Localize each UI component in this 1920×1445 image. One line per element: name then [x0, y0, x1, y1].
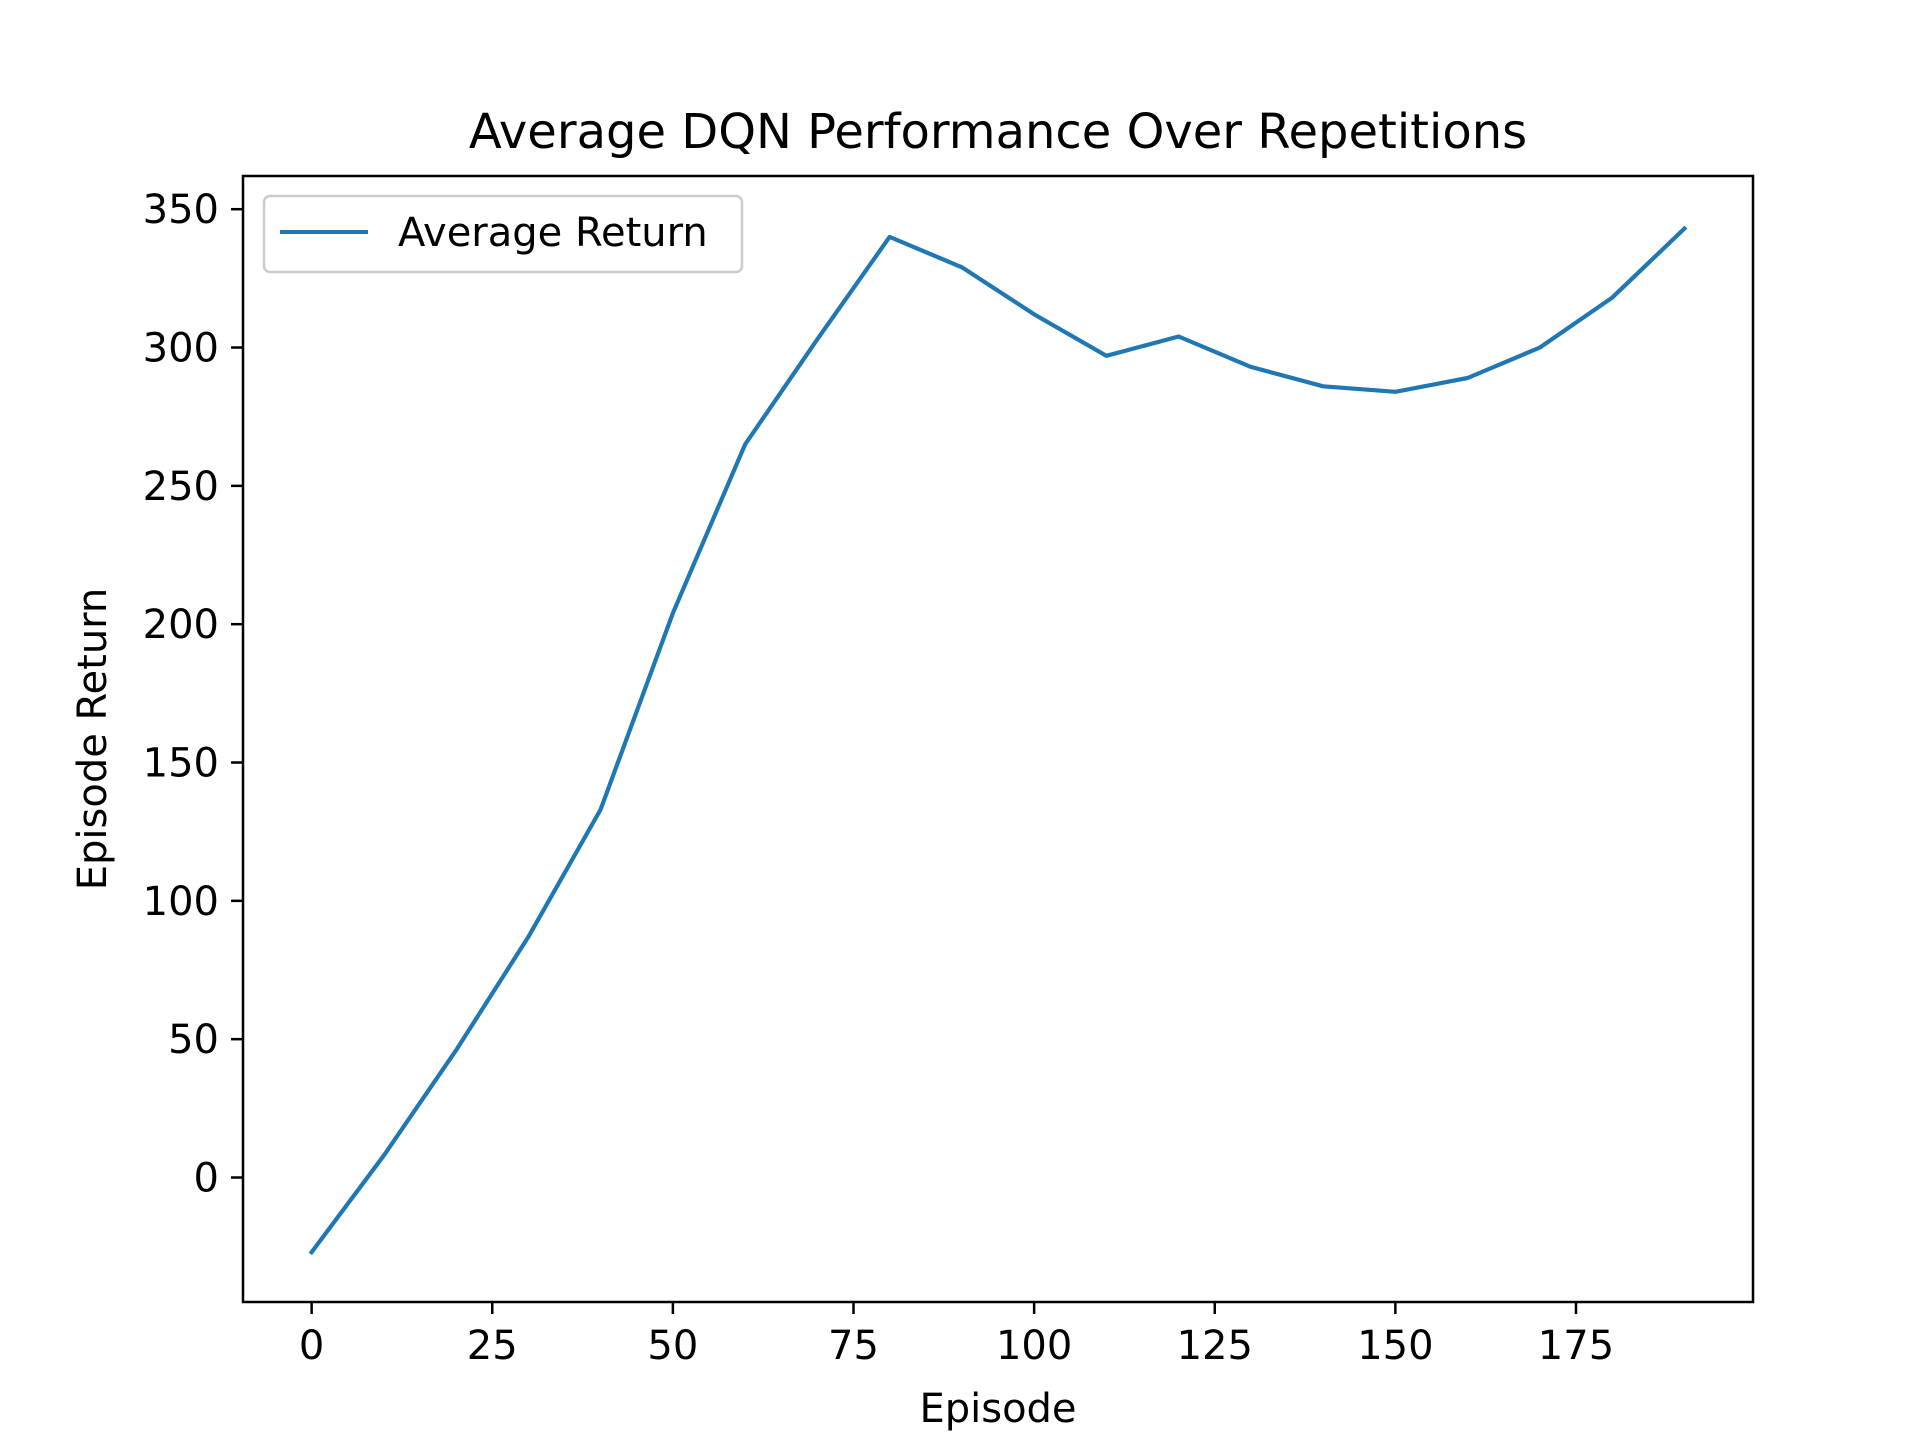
y-axis-label: Episode Return	[70, 588, 116, 891]
x-tick-label: 75	[828, 1323, 879, 1369]
x-tick-label: 0	[299, 1323, 324, 1369]
series-line-average-return	[308, 225, 1688, 1256]
y-tick-label: 50	[168, 1017, 219, 1063]
x-tick-label: 100	[996, 1323, 1072, 1369]
y-tick-label: 350	[143, 187, 219, 233]
legend: Average Return	[262, 194, 744, 274]
legend-label: Average Return	[398, 210, 708, 256]
y-tick-label: 200	[143, 602, 219, 648]
y-tick-label: 250	[143, 464, 219, 510]
x-axis-label: Episode	[919, 1386, 1076, 1432]
x-axis-ticks: 0 25 50 75 100 125 150 175	[299, 1302, 1614, 1369]
y-tick-label: 150	[143, 741, 219, 787]
plot-area	[308, 225, 1688, 1256]
x-tick-label: 25	[467, 1323, 518, 1369]
x-tick-label: 50	[647, 1323, 698, 1369]
plot-frame	[241, 174, 1755, 1304]
y-tick-label: 300	[143, 326, 219, 372]
y-tick-label: 0	[194, 1156, 219, 1202]
chart-title: Average DQN Performance Over Repetitions	[469, 104, 1527, 160]
y-axis-ticks: 0 50 100 150 200 250 300 350	[143, 187, 243, 1202]
x-tick-label: 125	[1177, 1323, 1253, 1369]
x-tick-label: 175	[1538, 1323, 1614, 1369]
legend-box	[262, 194, 744, 274]
y-tick-label: 100	[143, 879, 219, 925]
x-tick-label: 150	[1357, 1323, 1433, 1369]
